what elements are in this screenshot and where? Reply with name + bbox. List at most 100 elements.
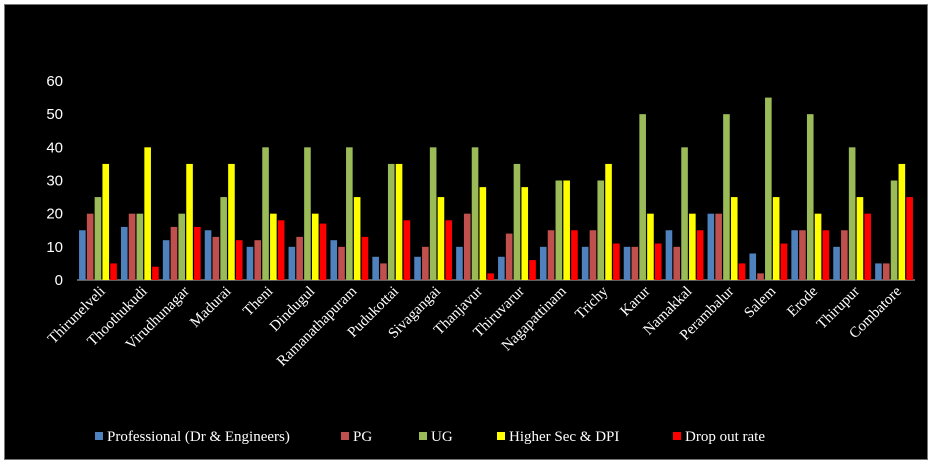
y-tick-label: 10 <box>46 239 63 256</box>
bar <box>262 147 269 280</box>
bar <box>513 163 521 280</box>
bar <box>654 243 662 280</box>
bar <box>647 213 654 280</box>
legend-label: UG <box>431 429 453 445</box>
bar <box>102 163 110 280</box>
bar <box>403 220 411 280</box>
bar <box>673 246 681 280</box>
bar <box>681 147 688 280</box>
x-tick-label: Theni <box>240 284 276 320</box>
bar <box>529 260 536 280</box>
bar <box>479 187 487 280</box>
bar <box>437 197 445 280</box>
bar <box>555 180 563 280</box>
bar <box>772 197 780 280</box>
bar <box>605 163 612 280</box>
bar <box>723 114 730 280</box>
bar <box>456 246 463 280</box>
bar <box>875 263 882 280</box>
bar <box>288 246 296 280</box>
bar <box>898 163 906 280</box>
bar <box>296 236 303 280</box>
bar <box>539 246 547 280</box>
bar <box>220 197 227 280</box>
bar <box>246 246 254 280</box>
x-tick-label: Salem <box>741 283 779 321</box>
bar <box>765 97 772 280</box>
bar <box>547 230 555 280</box>
bar <box>463 213 471 280</box>
bar <box>395 163 403 280</box>
bar <box>639 114 646 280</box>
bar <box>445 220 453 280</box>
bar <box>822 230 830 280</box>
bar <box>906 197 913 280</box>
bar <box>571 230 578 280</box>
bar <box>631 246 639 280</box>
y-tick-label: 30 <box>46 173 63 190</box>
bar <box>563 180 570 280</box>
bar <box>228 163 235 280</box>
bar <box>152 266 159 280</box>
y-tick-label: 50 <box>46 106 63 123</box>
bar <box>730 197 738 280</box>
bar <box>429 147 437 280</box>
bar <box>194 226 201 280</box>
bar <box>848 147 856 280</box>
legend-label: Drop out rate <box>685 429 765 445</box>
bar <box>707 213 715 280</box>
bars <box>79 97 913 280</box>
legend-label: Higher Sec & DPI <box>509 429 619 445</box>
bar <box>841 230 848 280</box>
x-tick-label: Erode <box>784 283 821 320</box>
bar <box>689 213 696 280</box>
bar <box>414 256 421 280</box>
bar <box>186 163 193 280</box>
bar <box>623 246 631 280</box>
y-tick-label: 0 <box>55 272 63 289</box>
bar <box>86 213 94 280</box>
bar <box>806 114 814 280</box>
bar <box>521 187 529 280</box>
bar <box>170 226 178 280</box>
bar <box>471 147 479 280</box>
y-axis: 0 10 20 30 40 50 60 <box>46 73 63 289</box>
bar <box>372 256 379 280</box>
y-tick-label: 40 <box>46 139 63 156</box>
bar <box>311 213 319 280</box>
bar <box>665 230 673 280</box>
bar <box>319 223 327 280</box>
bar <box>597 180 605 280</box>
bar <box>136 213 144 280</box>
bar <box>94 197 102 280</box>
bar <box>120 226 128 280</box>
bar <box>882 263 890 280</box>
y-tick-label: 20 <box>46 206 63 223</box>
x-tick-label: Karur <box>617 284 653 320</box>
x-axis-labels: ThirunelveliThoothukudiVirudhunagarMadur… <box>45 283 905 369</box>
bar <box>696 230 704 280</box>
x-tick-label: Trichy <box>572 283 612 323</box>
bar <box>856 197 864 280</box>
bar <box>79 230 86 280</box>
bar <box>212 236 220 280</box>
bar <box>361 236 369 280</box>
legend: Professional (Dr & Engineers) PG UG Higher … <box>95 429 765 445</box>
bar <box>613 243 620 280</box>
bar <box>270 213 277 280</box>
bar <box>799 230 806 280</box>
bar <box>780 243 788 280</box>
chart: 0 10 20 30 40 50 60 ThirunelveliThoothukudiVir… <box>45 73 915 445</box>
bar <box>254 240 262 280</box>
legend-label: PG <box>353 429 372 445</box>
bar <box>890 180 898 280</box>
bar <box>235 240 243 280</box>
bar <box>749 253 757 280</box>
bar <box>738 263 746 280</box>
bar <box>128 213 136 280</box>
bar <box>757 273 764 280</box>
bar <box>864 213 872 280</box>
legend-label: Professional (Dr & Engineers) <box>107 429 290 445</box>
bar <box>833 246 840 280</box>
legend-swatch <box>673 432 681 440</box>
